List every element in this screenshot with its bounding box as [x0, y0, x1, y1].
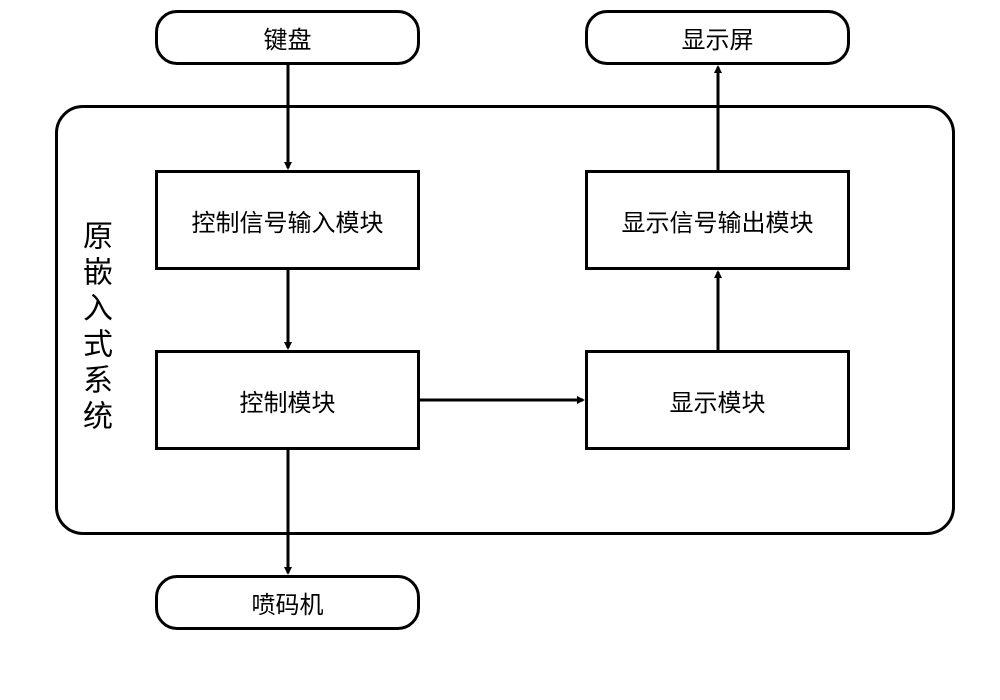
node-label: 显示屏 — [682, 20, 754, 55]
node-printer: 喷码机 — [155, 575, 420, 630]
node-label: 控制信号输入模块 — [192, 203, 384, 238]
node-label: 键盘 — [264, 20, 312, 55]
node-display-signal-output: 显示信号输出模块 — [585, 170, 850, 270]
node-control-module: 控制模块 — [155, 350, 420, 450]
system-label: 原嵌入式系统 — [72, 220, 116, 436]
node-display: 显示屏 — [585, 10, 850, 65]
node-display-module: 显示模块 — [585, 350, 850, 450]
node-label: 显示信号输出模块 — [622, 203, 814, 238]
node-label: 控制模块 — [240, 383, 336, 418]
node-keyboard: 键盘 — [155, 10, 420, 65]
node-label: 喷码机 — [252, 585, 324, 620]
node-control-signal-input: 控制信号输入模块 — [155, 170, 420, 270]
node-label: 显示模块 — [670, 383, 766, 418]
